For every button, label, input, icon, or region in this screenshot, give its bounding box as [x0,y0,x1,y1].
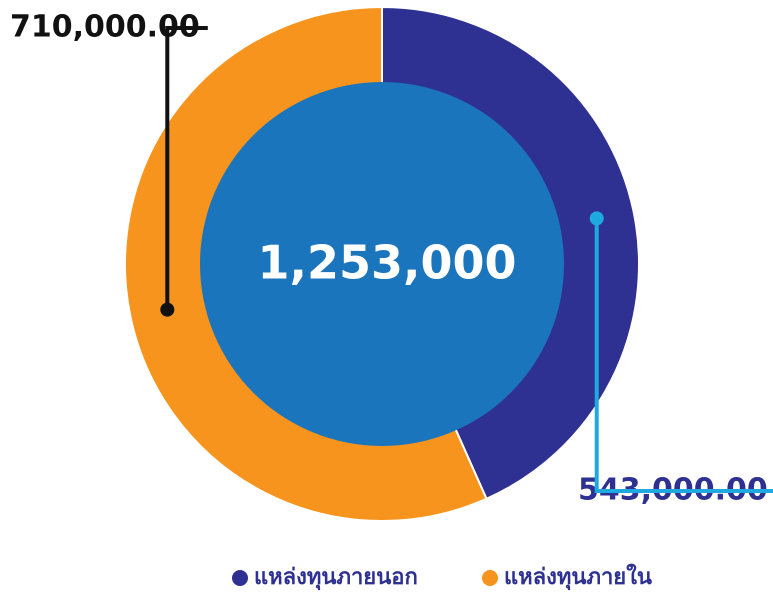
legend-swatch [232,570,248,586]
leader-dot [589,211,604,226]
legend-swatch [482,570,498,586]
center-label: 1,253,000 [258,236,517,290]
leader-line [165,26,208,310]
leader-line [594,218,773,493]
donut-inner [200,82,564,446]
legend-label: แหล่งทุนภายนอก [254,565,418,591]
legend-label: แหล่งทุนภายใน [504,563,652,591]
leader-dot [160,302,175,317]
